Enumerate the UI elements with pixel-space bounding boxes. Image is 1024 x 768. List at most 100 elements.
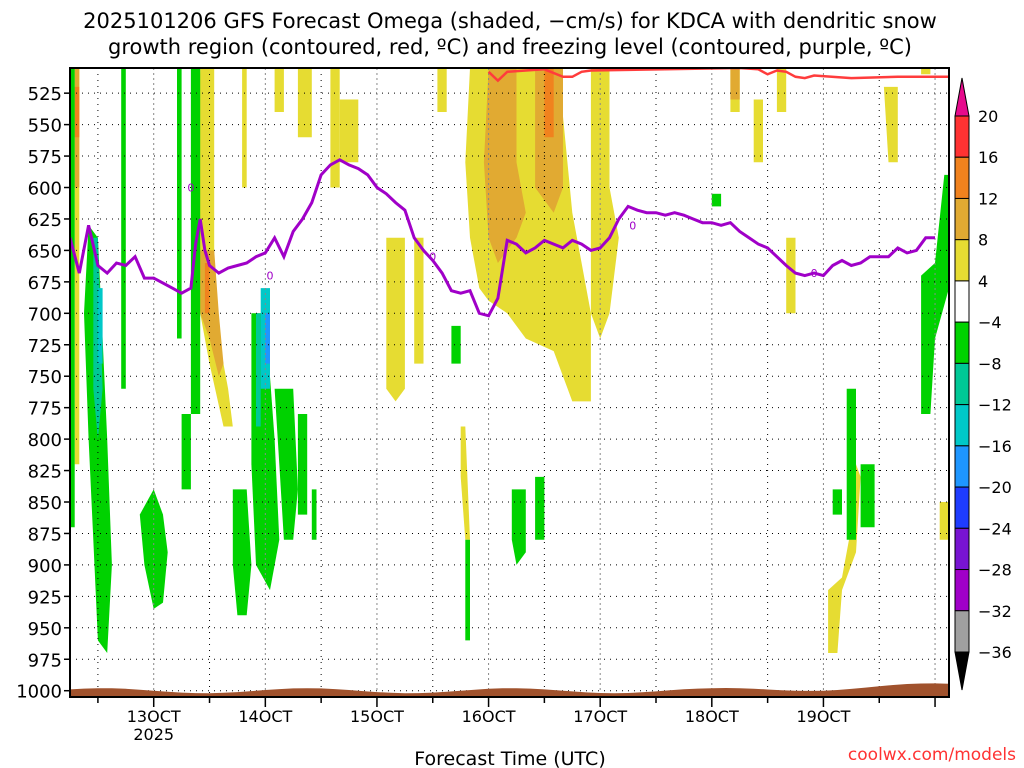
omega-region-3-18: [846, 388, 856, 540]
y-tick-label-900: 900: [28, 556, 62, 577]
colorbar-label-9: −20: [978, 478, 1012, 497]
omega-region-0-19: [921, 68, 931, 75]
omega-region-3-2: [121, 68, 126, 389]
omega-region-3-1: [84, 225, 112, 654]
omega-region-3-17: [832, 489, 842, 515]
omega-region-3-16: [711, 193, 722, 207]
colorbar-label-11: −28: [978, 561, 1012, 580]
surface-terrain: [70, 683, 949, 697]
omega-region-1-2: [483, 68, 526, 263]
freezing-level-label-2: 0: [429, 251, 436, 264]
colorbar-swatch-10: [954, 486, 970, 529]
y-tick-label-675: 675: [28, 273, 62, 294]
omega-region-0-8: [414, 237, 424, 364]
x-tick-label-14OCT: 14OCT: [238, 707, 292, 726]
x-tick-label-13OCT: 13OCT: [127, 707, 181, 726]
y-tick-label-875: 875: [28, 524, 62, 545]
omega-region-2-0: [74, 86, 80, 138]
colorbar-swatch-12: [954, 569, 970, 612]
y-tick-label-525: 525: [28, 84, 62, 105]
chart-title-line1: 2025101206 GFS Forecast Omega (shaded, −…: [83, 9, 937, 33]
chart-title-line2: growth region (contoured, red, ºC) and f…: [108, 35, 912, 59]
x-tick-sublabel-0: 2025: [133, 725, 174, 744]
omega-region-0-20: [939, 502, 949, 540]
omega-region-0-16: [786, 237, 796, 314]
omega-region-3-14: [535, 476, 545, 540]
x-tick-label-19OCT: 19OCT: [796, 707, 850, 726]
y-tick-label-800: 800: [28, 430, 62, 451]
omega-region-1-3: [535, 68, 563, 213]
colorbar-swatch-3: [954, 197, 970, 241]
colorbar-top-arrow: [954, 77, 970, 117]
omega-region-0-1: [195, 68, 233, 427]
freezing-level-label-3: 0: [629, 219, 636, 232]
omega-region-0-5: [330, 68, 340, 188]
grid-lines: [70, 68, 949, 697]
omega-shading-layer: [70, 68, 949, 654]
omega-region-3-5: [181, 414, 191, 490]
colorbar-label-8: −16: [978, 437, 1012, 456]
omega-region-0-3: [274, 68, 284, 112]
colorbar-label-3: 8: [978, 231, 988, 250]
omega-region-0-7: [386, 237, 405, 402]
colorbar-swatch-2: [954, 156, 970, 199]
y-tick-label-925: 925: [28, 587, 62, 608]
omega-region-3-7: [232, 489, 252, 616]
omega-region-3-4: [177, 68, 182, 339]
omega-region-0-15: [753, 99, 763, 163]
colorbar: 20 16 12 8 4 −4 −8 −12 −16 −20 −24 −28 −32 −36: [954, 77, 1012, 691]
freezing-level-contour: [70, 158, 935, 318]
colorbar-label-2: 12: [978, 189, 998, 208]
x-tick-label-16OCT: 16OCT: [462, 707, 516, 726]
colorbar-swatch-11: [954, 527, 970, 571]
y-tick-label-725: 725: [28, 336, 62, 357]
colorbar-label-6: −8: [978, 354, 1002, 373]
colorbar-swatch-13: [954, 610, 970, 653]
x-axis-label: Forecast Time (UTC): [414, 748, 605, 768]
y-axis: 525 550 575 600 625 650 675 700 725 750 775 800 825 8…: [16, 84, 70, 703]
colorbar-label-13: −36: [978, 643, 1012, 662]
omega-region-0-12: [460, 426, 470, 540]
colorbar-label-1: 16: [978, 148, 998, 167]
omega-region-3-0: [70, 68, 75, 528]
y-tick-label-600: 600: [28, 179, 62, 200]
omega-region-3-10: [297, 414, 308, 515]
omega-region-0-9: [437, 68, 447, 112]
omega-region-5-0: [97, 288, 103, 364]
colorbar-label-4: 4: [978, 272, 988, 291]
omega-region-0-18: [883, 86, 898, 163]
freezing-level-labels: 0 0 0 0 0: [187, 182, 817, 283]
y-tick-label-825: 825: [28, 462, 62, 483]
omega-region-3-19: [860, 464, 875, 528]
omega-region-6-0: [265, 313, 270, 364]
colorbar-bottom-arrow: [954, 651, 970, 691]
colorbar-swatch-5: [954, 280, 970, 323]
y-tick-label-950: 950: [28, 619, 62, 640]
plot-frame: [69, 67, 950, 698]
omega-region-0-11: [590, 68, 619, 339]
y-tick-label-750: 750: [28, 367, 62, 388]
freezing-level-label-0: 0: [187, 182, 194, 195]
y-tick-label-850: 850: [28, 493, 62, 514]
y-tick-label-700: 700: [28, 304, 62, 325]
colorbar-label-5: −4: [978, 313, 1002, 332]
colorbar-swatch-4: [954, 239, 970, 282]
omega-region-1-4: [730, 68, 740, 100]
omega-region-4-1: [256, 313, 261, 427]
omega-region-0-17: [828, 464, 861, 653]
omega-region-3-15: [465, 539, 470, 641]
omega-region-3-11: [311, 489, 317, 540]
y-tick-label-975: 975: [28, 650, 62, 671]
y-tick-label-775: 775: [28, 399, 62, 420]
y-tick-label-550: 550: [28, 116, 62, 137]
colorbar-label-12: −32: [978, 602, 1012, 621]
x-tick-label-17OCT: 17OCT: [573, 707, 627, 726]
omega-region-2-2: [544, 68, 554, 138]
colorbar-label-10: −24: [978, 519, 1012, 538]
y-tick-label-1000: 1000: [16, 682, 62, 703]
colorbar-swatch-8: [954, 404, 970, 447]
omega-region-2-1: [204, 263, 210, 314]
x-tick-label-15OCT: 15OCT: [350, 707, 404, 726]
